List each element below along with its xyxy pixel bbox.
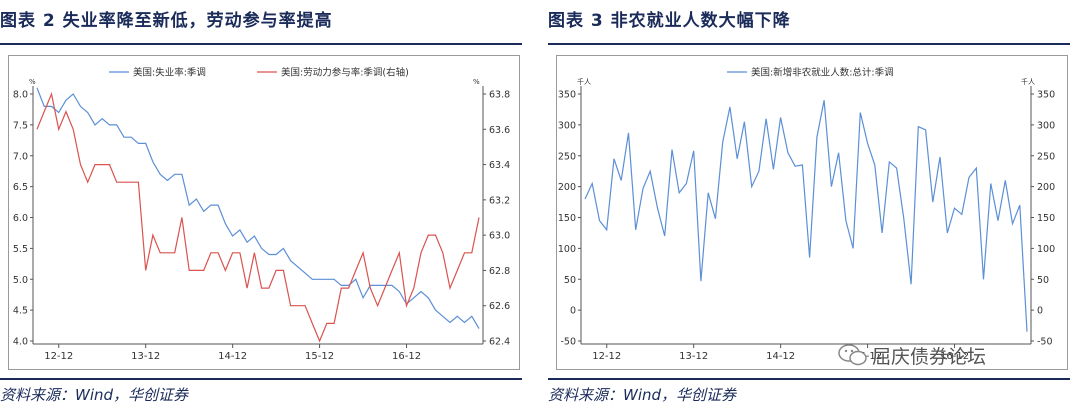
y-right-tick-label: 63.0	[489, 231, 510, 242]
right-title-rule	[548, 43, 1070, 45]
y-left-tick-label: 250	[558, 151, 576, 162]
y-right-unit: %	[473, 78, 480, 86]
right-source-rule	[548, 378, 1070, 380]
right-source-text: 资料来源：Wind，华创证券	[548, 386, 737, 404]
legend-label-1: 美国:新增非农就业人数:总计:季调	[751, 67, 894, 79]
x-tick-label: 12-12	[44, 351, 73, 362]
y-right-tick-label: 200	[1037, 182, 1055, 193]
y-left-unit: 千人	[577, 77, 591, 86]
y-left-tick-label: 7.5	[13, 120, 28, 131]
left-panel: 图表 2 失业率降至新低，劳动参与率提高 %% 4.0 4.5 5.0 5.5 6.0 6.…	[0, 0, 530, 407]
right-panel: 图表 3 非农就业人数大幅下降 千人 千人 -50 0 50 100 150 200 250 30…	[548, 0, 1078, 407]
series-line-1	[36, 87, 480, 329]
unemployment-participation-chart: % % 4.0 4.5 5.0 5.5 6.0 6.5 7.0 7.5 8.0 62.4 62.6 62.…	[13, 67, 510, 363]
y-right-unit: 千人	[1021, 77, 1035, 86]
left-source-text: 资料来源：Wind，华创证券	[0, 386, 189, 404]
y-left-tick-label: 5.0	[13, 275, 28, 286]
y-left-tick-label: 0	[570, 306, 576, 317]
y-left-tick-label: 150	[558, 213, 576, 224]
y-right-tick-label: 150	[1037, 213, 1055, 224]
y-left-tick-label: 6.0	[13, 213, 28, 224]
y-left-tick-label: 100	[558, 244, 576, 255]
y-left-tick-label: -50	[560, 337, 576, 348]
right-chart-box: 千人 千人 -50 0 50 100 150 200 250 300 350 -50 0 50 100 150…	[556, 55, 1068, 370]
y-right-tick-label: 0	[1037, 306, 1043, 317]
y-right-tick-label: -50	[1037, 337, 1053, 348]
left-chart-title: 图表 2 失业率降至新低，劳动参与率提高	[0, 11, 333, 31]
y-right-tick-label: 300	[1037, 120, 1055, 131]
y-left-tick-label: 8.0	[13, 90, 28, 101]
right-chart-title: 图表 3 非农就业人数大幅下降	[548, 11, 791, 31]
x-tick-label: 14-12	[218, 351, 247, 362]
legend-label-2: 美国:劳动力参与率:季调(右轴)	[281, 67, 409, 79]
watermark-text: 屈庆债券论坛	[872, 346, 987, 368]
left-chart-box: %% 4.0 4.5 5.0 5.5 6.0 6.5 7.0 7.5 8.0 62.4 62.6 62.…	[8, 55, 520, 370]
left-title-rule	[0, 43, 522, 45]
y-right-tick-label: 100	[1037, 244, 1055, 255]
x-tick-label: 16-12	[392, 351, 421, 362]
x-tick-label: 13-12	[679, 351, 708, 362]
wechat-icon	[838, 344, 867, 366]
x-tick-label: 12-12	[592, 351, 621, 362]
series-line-2	[36, 91, 480, 343]
y-left-unit: %	[29, 78, 36, 86]
y-right-tick-label: 63.8	[489, 90, 510, 101]
x-tick-label: 15-12	[853, 351, 882, 362]
y-left-tick-label: 200	[558, 182, 576, 193]
left-source-rule	[0, 378, 522, 380]
y-left-tick-label: 300	[558, 120, 576, 131]
y-right-tick-label: 50	[1037, 275, 1049, 286]
y-right-tick-label: 62.6	[489, 301, 510, 312]
y-right-tick-label: 350	[1037, 90, 1055, 101]
y-right-tick-label: 62.4	[489, 337, 510, 348]
x-tick-label: 13-12	[131, 351, 160, 362]
y-left-tick-label: 350	[558, 90, 576, 101]
x-tick-label: 15-12	[305, 351, 334, 362]
y-left-tick-label: 4.0	[13, 337, 28, 348]
y-right-tick-label: 62.8	[489, 266, 510, 277]
x-tick-label: 16-12	[940, 351, 969, 362]
y-left-tick-label: 5.5	[13, 244, 28, 255]
series-line-1	[584, 100, 1028, 332]
x-tick-label: 14-12	[766, 351, 795, 362]
y-left-tick-label: 50	[564, 275, 576, 286]
y-right-tick-label: 63.6	[489, 125, 510, 136]
y-left-tick-label: 6.5	[13, 182, 28, 193]
y-left-tick-label: 4.5	[13, 306, 28, 317]
y-right-tick-label: 63.2	[489, 195, 510, 206]
legend-label-1: 美国:失业率:季调	[133, 67, 206, 79]
y-left-tick-label: 7.0	[13, 151, 28, 162]
nonfarm-payrolls-chart: 千人 千人 -50 0 50 100 150 200 250 300 350 -50 0 50 100 150…	[558, 67, 1055, 363]
y-right-tick-label: 250	[1037, 151, 1055, 162]
y-right-tick-label: 63.4	[489, 160, 510, 171]
